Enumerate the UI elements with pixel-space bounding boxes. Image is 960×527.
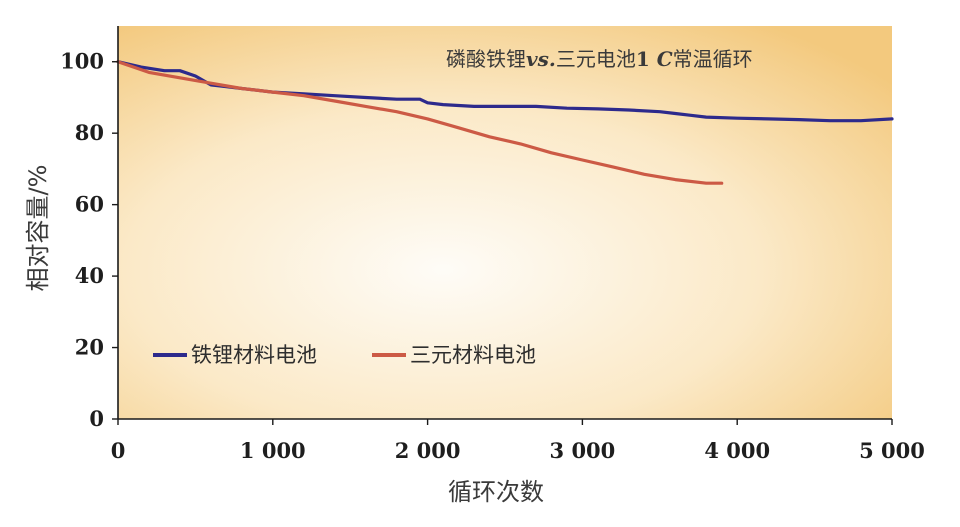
y-tick-label: 0 bbox=[89, 406, 104, 431]
x-tick-label: 3 000 bbox=[550, 438, 616, 463]
x-axis-title: 循环次数 bbox=[448, 478, 544, 506]
axes bbox=[117, 26, 892, 420]
series-line-1 bbox=[116, 60, 724, 185]
legend: 铁锂材料电池 三元材料电池 bbox=[153, 343, 536, 367]
y-tick-label: 20 bbox=[75, 335, 104, 360]
y-ticks: 0 20 40 60 80 100 bbox=[60, 49, 118, 431]
chart-title: 磷酸铁锂vs.三元电池1 C常温循环 bbox=[446, 47, 753, 71]
y-tick-label: 60 bbox=[75, 192, 104, 217]
x-tick-label: 1 000 bbox=[240, 438, 306, 463]
y-tick-label: 40 bbox=[75, 263, 104, 288]
legend-label-lfp: 铁锂材料电池 bbox=[191, 343, 317, 367]
x-tick-label: 4 000 bbox=[704, 438, 770, 463]
x-ticks: 0 1 000 2 000 3 000 4 000 5 000 bbox=[111, 419, 925, 463]
y-axis-title: 相对容量/% bbox=[24, 165, 52, 292]
x-tick-label: 0 bbox=[111, 438, 126, 463]
x-tick-label: 5 000 bbox=[859, 438, 925, 463]
series-layer bbox=[116, 60, 894, 185]
y-tick-label: 100 bbox=[60, 49, 104, 74]
plot-area bbox=[118, 26, 892, 419]
x-tick-label: 2 000 bbox=[395, 438, 461, 463]
legend-label-ncm: 三元材料电池 bbox=[410, 343, 536, 367]
y-tick-label: 80 bbox=[75, 120, 104, 145]
